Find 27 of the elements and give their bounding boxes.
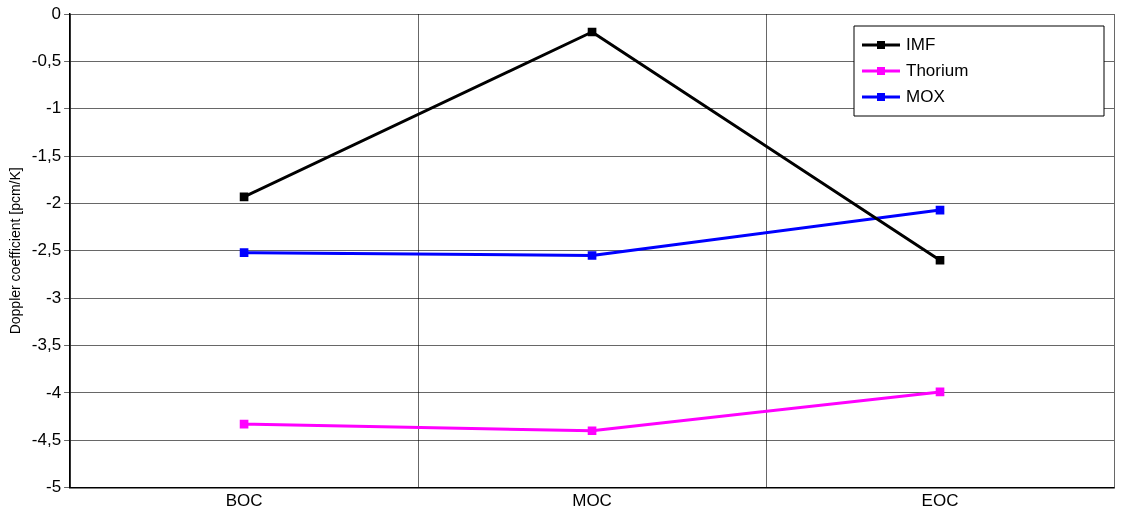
y-tick-label: 0 [51, 3, 62, 23]
y-tick-label: -4,5 [31, 429, 62, 449]
point [239, 419, 249, 429]
point [935, 387, 945, 397]
y-tick-label: -4 [45, 382, 62, 402]
point [935, 255, 945, 265]
point [239, 248, 249, 258]
y-tick-label: -3,5 [31, 335, 62, 355]
y-tick-label: -5 [45, 477, 62, 497]
y-axis-title: Doppler coefficient [pcm/K] [7, 167, 24, 335]
x-tick-label: EOC [921, 491, 959, 511]
y-tick-label: -2,5 [31, 240, 62, 260]
point [239, 192, 249, 202]
point [935, 205, 945, 215]
point [587, 426, 597, 436]
x-tick-label: MOC [572, 491, 612, 511]
y-tick-label: -1 [45, 98, 62, 118]
y-tick-label: -0,5 [31, 51, 62, 71]
legend-label: IMF [906, 34, 936, 54]
y-tick-label: -3 [45, 287, 62, 307]
y-tick-label: -2 [45, 193, 62, 213]
point [587, 27, 597, 37]
y-tick-label: -1,5 [31, 145, 62, 165]
point [587, 251, 597, 260]
legend-label: Thorium [906, 60, 969, 80]
legend-label: MOX [906, 86, 945, 106]
x-tick-label: BOC [225, 491, 263, 511]
